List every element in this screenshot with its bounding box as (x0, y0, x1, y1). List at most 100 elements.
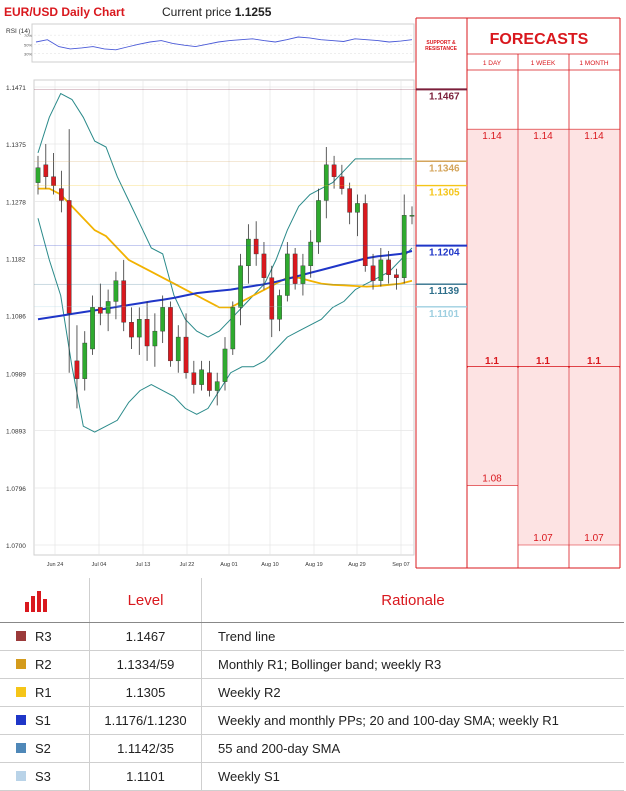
candle (82, 331, 88, 391)
y-tick-label: 1.1278 (6, 200, 26, 207)
candle (401, 194, 407, 284)
rsi-tick-label: 30% (24, 51, 32, 56)
candle-body (191, 372, 197, 385)
level-label: S2 (35, 741, 51, 757)
candle (238, 253, 243, 326)
forecast-mid-value: 1.1 (536, 356, 550, 367)
candle (370, 253, 376, 290)
level-value: 1.1176/1.1230 (89, 706, 202, 735)
candle (121, 259, 127, 332)
level-color-swatch (16, 743, 26, 754)
candle (207, 360, 212, 397)
rationale-table: Level Rationale R3 1.1467 Trend line R2 1.13… (0, 578, 624, 791)
rationale-text: Weekly S1 (201, 762, 624, 791)
table-row: R3 1.1467 Trend line (0, 622, 624, 651)
candle-body (246, 238, 251, 267)
forecast-col-header: 1 WEEK (531, 60, 556, 67)
price-value: 1.1255 (234, 5, 272, 19)
y-tick-label: 1.0989 (6, 371, 26, 378)
candle (175, 325, 181, 373)
y-tick-label: 1.1471 (6, 85, 26, 92)
forecast-range-down (468, 366, 517, 486)
rationale-text: Weekly and monthly PPs; 20 and 100-day S… (201, 706, 624, 735)
candle (199, 360, 204, 391)
level-label: R1 (35, 685, 52, 701)
candle-body (183, 336, 189, 373)
level-color-swatch (16, 771, 26, 782)
sr-level-value: 1.1204 (429, 248, 460, 259)
plot-area (33, 79, 415, 556)
candle-body (378, 259, 384, 281)
candle (284, 242, 290, 302)
y-tick-label: 1.1086 (6, 314, 26, 321)
rsi-label: RSI (14) (6, 28, 30, 35)
candle-body (152, 330, 158, 347)
candle (35, 155, 41, 195)
candle (214, 372, 220, 406)
candle-body (300, 265, 306, 284)
candle (160, 295, 166, 344)
forecast-upper-value: 1.14 (482, 131, 502, 142)
level-label: R3 (35, 629, 52, 645)
candle-body (339, 176, 345, 189)
rationale-text: Weekly R2 (201, 678, 624, 707)
level-label: R2 (35, 657, 52, 673)
candle-body (175, 336, 181, 362)
candle (277, 289, 282, 332)
candle (339, 164, 345, 195)
candle-body (160, 307, 166, 332)
rsi-tick-label: 50% (24, 42, 32, 47)
candle-body (129, 322, 134, 338)
sr-level-value: 1.1305 (429, 188, 460, 199)
sr-level: 1.1204 (34, 244, 467, 259)
candle-body (90, 307, 95, 350)
x-tick-label: Aug 19 (305, 562, 322, 568)
candle-body (230, 307, 236, 350)
candle-body (362, 203, 368, 267)
level-cell: S2 (0, 734, 90, 763)
candle-body (144, 319, 150, 347)
level-value: 1.1142/35 (89, 734, 202, 763)
level-color-swatch (16, 687, 26, 698)
level-header: Level (89, 578, 202, 623)
level-color-swatch (16, 659, 26, 670)
candle (43, 144, 49, 189)
candlestick-chart: RSI (14) 70% 50% 30% 1.1471 1.1375 1.1278 1.1… (6, 17, 621, 569)
x-tick-label: Jul 13 (136, 562, 151, 568)
candle-body (386, 259, 391, 275)
sr-level: 1.1346 (34, 160, 467, 174)
x-tick-label: Jul 22 (180, 562, 195, 568)
candle (59, 170, 64, 213)
y-tick-label: 1.0893 (6, 428, 26, 435)
table-header: Level Rationale (0, 578, 624, 623)
level-cell: R3 (0, 622, 90, 651)
candle-body (277, 295, 282, 320)
candle-body (35, 167, 41, 183)
candle-body (409, 215, 415, 217)
x-tick-label: Aug 29 (348, 562, 365, 568)
forecasts-title: FORECASTS (490, 31, 589, 48)
candle (105, 289, 111, 332)
candle-body (59, 188, 64, 201)
candle (253, 221, 259, 266)
rsi-line (35, 36, 413, 51)
forecast-range-up (468, 129, 517, 367)
candle (292, 247, 298, 290)
candle (191, 360, 197, 394)
current-price: Current price 1.1255 (162, 5, 271, 19)
forecast-col-header: 1 MONTH (579, 60, 609, 67)
forecast-upper-value: 1.14 (584, 131, 604, 142)
table-row: S3 1.1101 Weekly S1 (0, 762, 624, 791)
candle-body (355, 203, 360, 213)
y-tick-label: 1.0700 (6, 543, 26, 550)
level-value: 1.1305 (89, 678, 202, 707)
x-tick-label: Jun 24 (47, 562, 64, 568)
level-value: 1.1334/59 (89, 650, 202, 679)
candle (90, 295, 95, 355)
candle-body (168, 307, 173, 362)
series-line-2 (38, 187, 413, 309)
candle-body (316, 200, 321, 243)
candle-body (51, 176, 56, 186)
level-value: 1.1467 (89, 622, 202, 651)
x-tick-label: Jul 04 (92, 562, 107, 568)
